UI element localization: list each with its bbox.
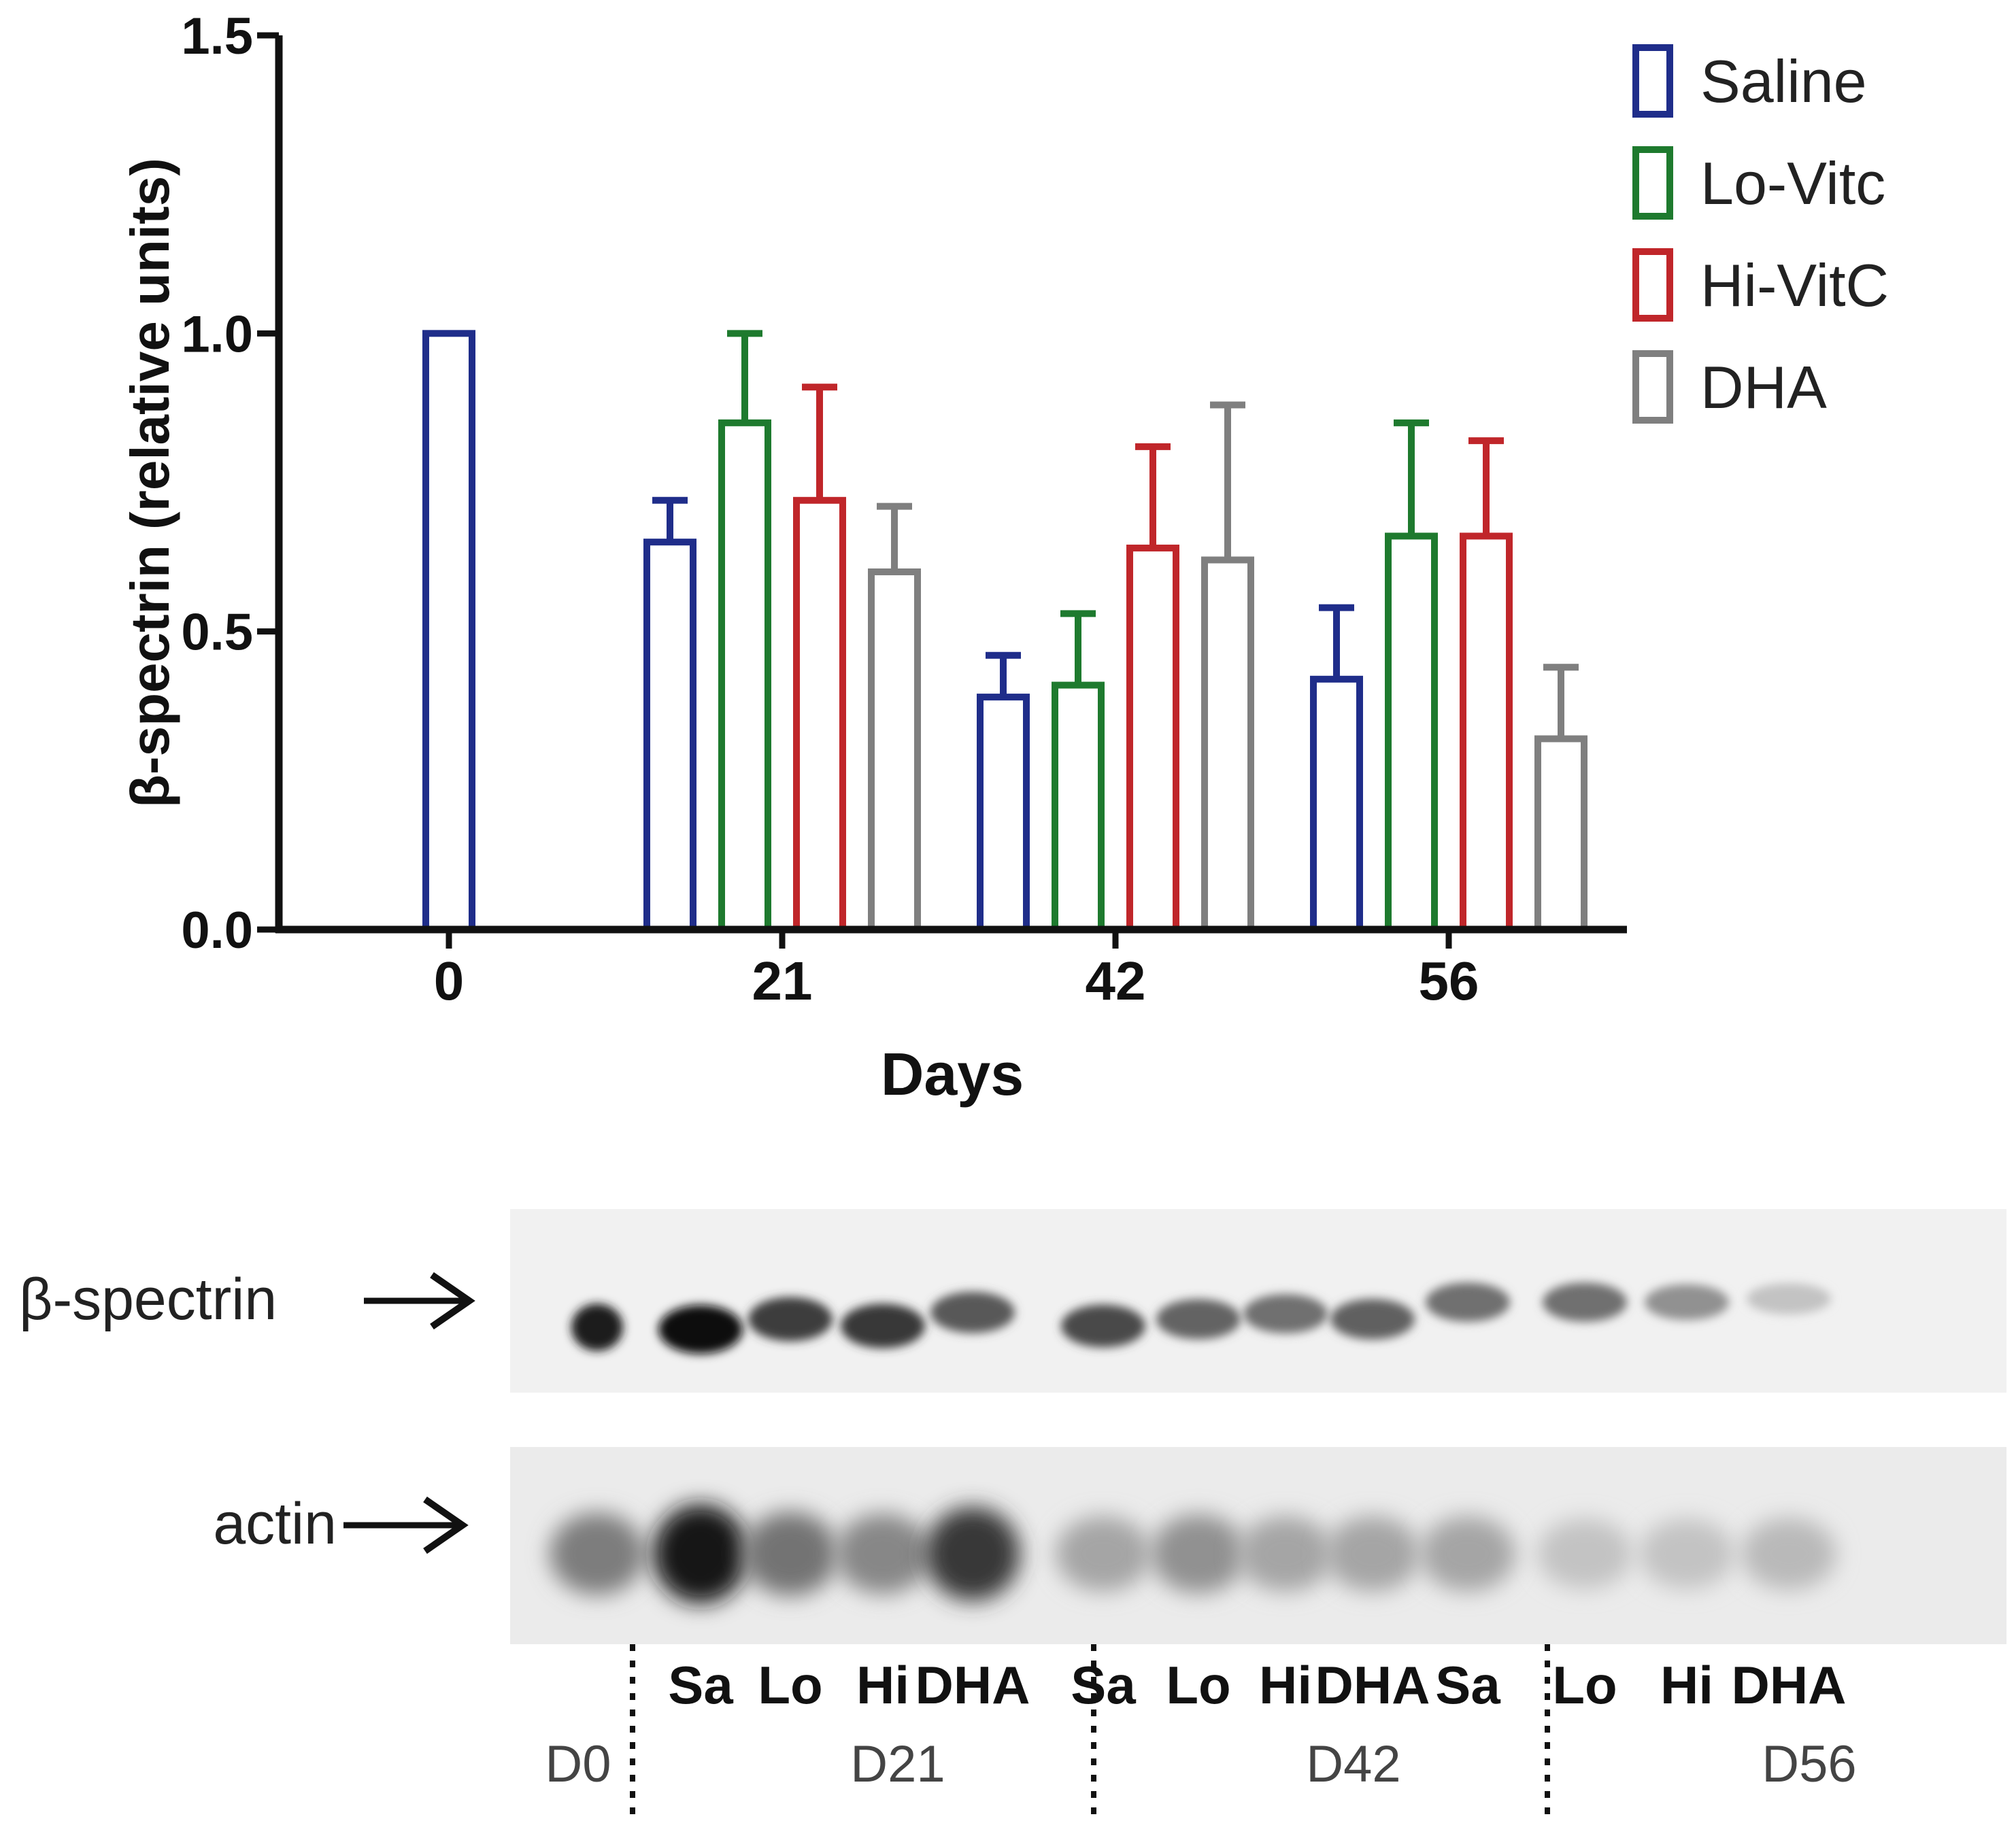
legend-label: Saline <box>1700 48 1867 115</box>
x-tick-label: 0 <box>434 951 465 1011</box>
lane-label: Sa <box>668 1655 733 1715</box>
bar-lo-vitc-21 <box>718 419 771 933</box>
spectrin-band <box>748 1297 833 1342</box>
y-tick-label: 0.5 <box>181 604 253 662</box>
y-tick-label: 0.0 <box>181 902 253 959</box>
lane-label: Lo <box>1166 1655 1230 1715</box>
x-axis-label: Days <box>881 1040 1024 1108</box>
lane-label: DHA <box>1732 1655 1847 1715</box>
spectrin-band <box>841 1304 925 1348</box>
group-label-group: D0 D21 D42 D56 <box>545 1735 1856 1793</box>
lane-label: Hi <box>1660 1655 1713 1715</box>
error-bar-group <box>652 330 1579 739</box>
lane-label: Lo <box>758 1655 822 1715</box>
bar-dha-42 <box>1201 556 1254 933</box>
actin-band <box>1420 1516 1515 1592</box>
legend-swatch <box>1632 44 1673 118</box>
lane-label-group: Sa Lo Hi DHA Sa Lo Hi DHA Sa Lo Hi DHA <box>668 1655 1846 1715</box>
actin-band <box>925 1506 1020 1601</box>
lane-label: DHA <box>1315 1655 1430 1715</box>
lane-label: Sa <box>1071 1655 1136 1715</box>
spectrin-band <box>1061 1304 1145 1348</box>
bar-chart: 0.0 0.5 1.0 1.5 0 21 42 56 Days β-spectrin (re… <box>120 7 1889 1108</box>
group-label: D56 <box>1762 1735 1856 1793</box>
lane-label: Lo <box>1552 1655 1617 1715</box>
legend: Saline Lo-Vitc Hi-VitC DHA <box>1632 44 1889 424</box>
y-tick-label: 1.0 <box>181 305 253 363</box>
spectrin-band <box>930 1291 1015 1333</box>
western-blot: β-spectrin actin Sa Lo Hi DHA Sa Lo Hi DHA Sa Lo H… <box>19 1209 2006 1816</box>
x-tick-label: 21 <box>752 951 813 1011</box>
spectrin-band <box>1243 1294 1328 1333</box>
legend-label: Lo-Vitc <box>1700 150 1885 217</box>
bar-dha-21 <box>868 568 921 933</box>
blot-label-actin: actin <box>213 1491 337 1556</box>
bar-dha-56 <box>1534 735 1587 933</box>
spectrin-band <box>1330 1299 1415 1340</box>
bar-lo-vitc-56 <box>1385 532 1438 933</box>
actin-band <box>835 1513 930 1595</box>
y-tick-group: 0.0 0.5 1.0 1.5 <box>181 7 279 959</box>
actin-band-group <box>550 1504 1836 1603</box>
lane-label: Hi <box>1259 1655 1312 1715</box>
group-label: D21 <box>850 1735 945 1793</box>
y-tick-label: 1.5 <box>181 7 253 65</box>
actin-band <box>1741 1518 1836 1590</box>
x-tick-label: 42 <box>1086 951 1146 1011</box>
actin-band <box>550 1512 645 1595</box>
legend-swatch <box>1632 248 1673 322</box>
actin-band <box>653 1504 748 1603</box>
bar-saline-42 <box>977 694 1030 933</box>
spectrin-band <box>1156 1299 1241 1340</box>
actin-band <box>1056 1516 1151 1592</box>
actin-band <box>1238 1516 1333 1592</box>
spectrin-band <box>658 1305 743 1354</box>
actin-band <box>1325 1516 1420 1592</box>
spectrin-band <box>1645 1284 1729 1321</box>
legend-label: Hi-VitC <box>1700 252 1889 319</box>
spectrin-band-group <box>571 1282 1831 1354</box>
lane-label: DHA <box>915 1655 1030 1715</box>
arrow-right-icon <box>343 1496 469 1554</box>
bar-saline-56 <box>1310 675 1363 933</box>
bar-hi-vitc-56 <box>1460 532 1513 933</box>
bar-hi-vitc-42 <box>1126 544 1179 933</box>
spectrin-band <box>1543 1282 1627 1322</box>
bar-saline-0 <box>422 330 475 934</box>
lane-separator-group <box>630 1644 1550 1816</box>
y-axis-label: β-spectrin (relative units) <box>120 158 180 808</box>
bar-lo-vitc-42 <box>1052 681 1105 933</box>
blot-label-spectrin: β-spectrin <box>19 1267 277 1332</box>
spectrin-band <box>1426 1282 1510 1322</box>
group-label: D0 <box>545 1735 611 1793</box>
actin-band <box>1537 1518 1632 1589</box>
x-tick-group: 0 21 42 56 <box>434 930 1479 1011</box>
legend-swatch <box>1632 146 1673 220</box>
actin-band <box>1151 1514 1246 1593</box>
spectrin-band <box>571 1304 623 1351</box>
bar-hi-vitc-21 <box>793 496 846 933</box>
group-label: D42 <box>1306 1735 1400 1793</box>
bar-saline-21 <box>643 539 696 933</box>
arrow-right-icon <box>364 1272 475 1330</box>
x-tick-label: 56 <box>1419 951 1479 1011</box>
legend-swatch <box>1632 350 1673 424</box>
spectrin-band <box>1747 1283 1831 1314</box>
actin-band <box>743 1512 838 1596</box>
lane-label: Sa <box>1435 1655 1500 1715</box>
lane-label: Hi <box>856 1655 909 1715</box>
actin-band <box>1639 1518 1734 1589</box>
legend-label: DHA <box>1700 354 1827 421</box>
